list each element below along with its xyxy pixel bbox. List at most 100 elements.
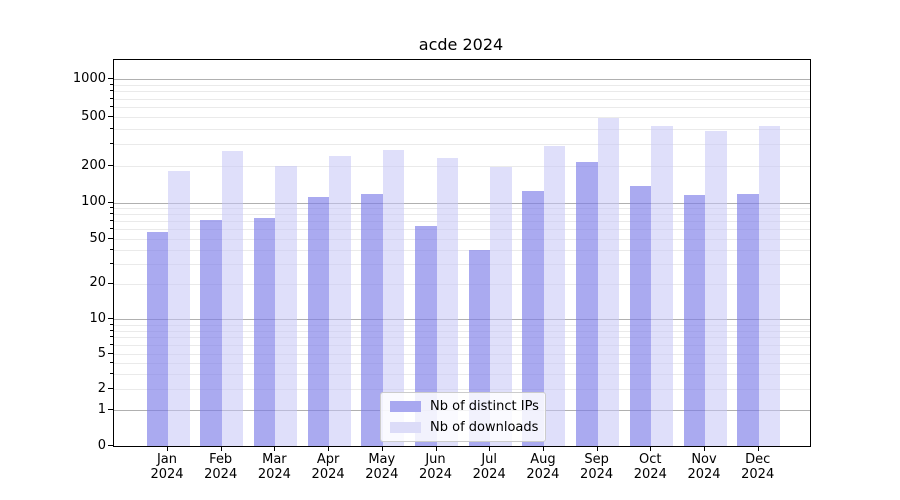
y-minor-tick-mark-9: [110, 323, 113, 325]
bar-downloads-jul: [490, 166, 512, 446]
y-minor-tick-mark-300: [110, 143, 113, 145]
bar-distinct-ips-feb: [200, 219, 222, 446]
y-tick-mark-100: [108, 201, 113, 203]
gridline-minor-80: [114, 214, 810, 216]
gridline-major-10: [114, 319, 810, 321]
x-tick-mark-sep: [596, 446, 598, 451]
y-minor-tick-mark-5: [110, 353, 113, 355]
plot-area: [113, 59, 811, 447]
x-tick-label-jan: Jan 2024: [150, 452, 184, 482]
gridline-minor-600: [114, 107, 810, 109]
y-tick-label-100: 100: [81, 194, 106, 210]
gridline-minor-5: [114, 354, 810, 356]
bar-distinct-ips-mar: [253, 218, 276, 446]
x-tick-mark-mar: [274, 446, 276, 451]
x-tick-mark-jul: [489, 446, 491, 451]
y-minor-tick-mark-40: [110, 248, 113, 250]
y-tick-label-10: 10: [89, 310, 106, 326]
x-tick-mark-feb: [220, 446, 222, 451]
x-tick-label-feb: Feb 2024: [204, 452, 238, 482]
gridline-minor-2: [114, 389, 810, 391]
y-minor-tick-mark-60: [110, 228, 113, 230]
bar-downloads-mar: [275, 166, 297, 446]
gridline-minor-20: [114, 283, 810, 285]
y-tick-label-2: 2: [97, 380, 106, 396]
bar-distinct-ips-jun: [415, 226, 437, 446]
legend-item-distinct-ips: Nb of distinct IPs: [390, 397, 539, 416]
legend-label-distinct-ips: Nb of distinct IPs: [430, 399, 539, 414]
y-tick-label-500: 500: [81, 108, 106, 124]
legend-label-downloads: Nb of downloads: [430, 420, 539, 435]
y-tick-mark-10: [108, 318, 113, 320]
y-minor-tick-mark-90: [110, 207, 113, 209]
y-tick-label-1000: 1000: [72, 70, 106, 86]
bar-downloads-may: [382, 149, 405, 446]
x-tick-label-jun: Jun 2024: [418, 452, 453, 482]
y-tick-label-0: 0: [97, 437, 106, 453]
x-tick-label-may: May 2024: [365, 452, 399, 482]
bar-downloads-jun: [436, 157, 458, 446]
x-tick-mark-nov: [704, 446, 705, 451]
bar-distinct-ips-nov: [683, 195, 705, 446]
gridline-minor-50: [114, 239, 810, 240]
x-tick-mark-jan: [167, 446, 168, 451]
x-tick-label-dec: Dec 2024: [741, 452, 775, 482]
bar-distinct-ips-dec: [737, 193, 759, 446]
x-tick-mark-aug: [542, 446, 544, 451]
y-tick-label-1: 1: [97, 401, 106, 417]
y-minor-tick-mark-7: [110, 336, 113, 338]
y-tick-label-50: 50: [89, 230, 106, 246]
gridline-minor-200: [114, 166, 810, 167]
y-minor-tick-mark-500: [110, 116, 113, 117]
x-tick-label-oct: Oct 2024: [633, 452, 667, 482]
y-minor-tick-mark-70: [110, 220, 113, 222]
x-tick-label-sep: Sep 2024: [580, 452, 614, 482]
y-minor-tick-mark-2: [110, 388, 113, 390]
x-tick-label-mar: Mar 2024: [257, 452, 291, 482]
bar-downloads-feb: [221, 150, 244, 446]
bar-downloads-sep: [597, 118, 620, 446]
y-minor-tick-mark-6: [110, 344, 113, 346]
y-tick-mark-1: [108, 409, 113, 411]
bar-distinct-ips-sep: [576, 162, 598, 446]
y-minor-tick-mark-20: [110, 282, 113, 284]
legend: Nb of distinct IPs Nb of downloads: [380, 392, 546, 442]
gridline-minor-70: [114, 221, 810, 223]
gridline-minor-500: [114, 117, 810, 118]
bar-distinct-ips-jan: [146, 232, 168, 446]
y-minor-tick-mark-8: [110, 329, 113, 331]
x-tick-label-nov: Nov 2024: [687, 452, 721, 482]
y-minor-tick-mark-80: [110, 213, 113, 215]
y-minor-tick-mark-3: [110, 372, 113, 374]
y-tick-label-20: 20: [89, 275, 106, 291]
bar-layer: [114, 60, 810, 446]
y-minor-tick-mark-700: [110, 97, 113, 99]
y-minor-tick-mark-4: [110, 361, 113, 363]
gridline-minor-40: [114, 249, 810, 251]
y-minor-tick-mark-800: [110, 90, 113, 92]
gridline-minor-700: [114, 98, 810, 100]
bar-distinct-ips-apr: [307, 196, 330, 446]
y-tick-mark-1000: [108, 78, 113, 80]
bar-downloads-jan: [168, 170, 190, 446]
legend-swatch-distinct-ips: [390, 401, 421, 412]
legend-item-downloads: Nb of downloads: [390, 418, 539, 437]
y-tick-mark-0: [108, 445, 113, 446]
y-minor-tick-mark-400: [110, 127, 113, 129]
gridline-minor-30: [114, 263, 810, 265]
y-minor-tick-mark-600: [110, 106, 113, 108]
gridline-minor-4: [114, 362, 810, 364]
x-tick-mark-jun: [435, 446, 437, 451]
bar-downloads-aug: [543, 145, 566, 446]
gridline-minor-800: [114, 91, 810, 93]
bar-distinct-ips-may: [361, 193, 383, 446]
bar-distinct-ips-oct: [629, 186, 652, 446]
gridline-minor-900: [114, 85, 810, 87]
x-tick-mark-dec: [757, 446, 759, 451]
bar-downloads-dec: [758, 125, 781, 446]
x-tick-mark-may: [381, 446, 383, 451]
bar-downloads-nov: [705, 130, 727, 446]
gridline-major-1000: [114, 79, 810, 81]
x-tick-label-apr: Apr 2024: [311, 452, 345, 482]
